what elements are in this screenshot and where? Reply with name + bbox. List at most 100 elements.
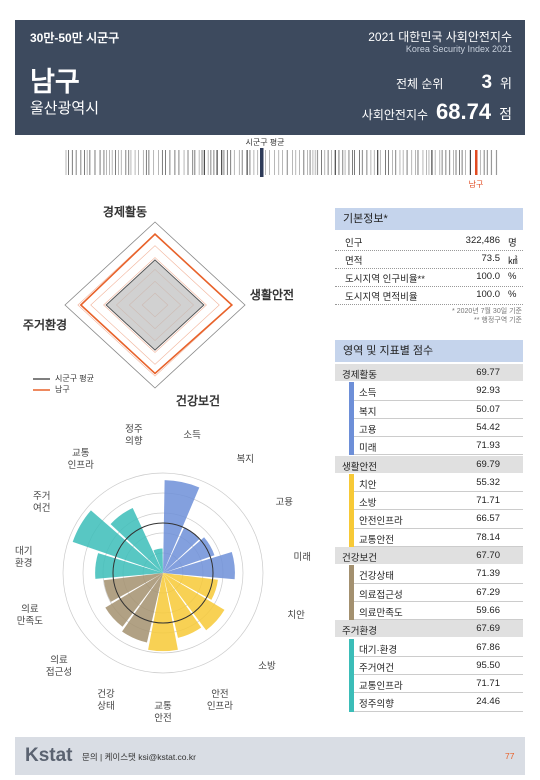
indicator-name: 고용 [359,424,377,436]
info-unit: % [508,289,517,300]
indicator-value: 67.86 [476,641,500,653]
indicator-row [354,474,523,493]
rose-label: 안전 인프라 [206,688,234,712]
indicator-row [354,584,523,602]
subtitle: Korea Security Index 2021 [405,44,512,54]
rose-sector [163,527,200,573]
info-row [335,286,523,305]
group-name: 건강보건 [342,553,377,564]
info-row [335,250,523,269]
info-unit: % [508,271,517,282]
indicator-row [354,693,523,712]
self-label: 남구 [468,180,484,189]
indicator-row [354,529,523,547]
rose-label: 복지 [236,453,255,465]
rose-ring [62,472,264,674]
rank-row: 전체 순위 3 위 [396,72,512,94]
index-label: 사회안전지수 [361,108,429,122]
index: 68.74 [436,99,492,124]
indicator-name: 의료만족도 [359,607,403,619]
logo: Kstat [25,745,73,766]
indicator-row [354,565,523,584]
contact: 문의 | 케이스탯 ksi@kstat.co.kr [82,752,196,762]
group-row [335,364,523,382]
info-note: ** 행정구역 기준 [474,317,522,324]
info-note: * 2020년 7월 30일 기준 [452,308,522,315]
info-row [335,232,523,251]
info-label: 면적 [345,256,363,267]
group-name: 주거환경 [342,626,377,638]
indicator-row [354,401,523,419]
avg-marker [260,148,264,177]
indicator-name: 복지 [359,406,377,418]
avg-label: 시군구 평균 [245,138,285,147]
radar-area [105,259,205,351]
rose-sector [163,573,202,638]
self-marker [475,150,478,175]
group-score: 67.69 [476,623,500,635]
radar-axis-label: 건강보건 [176,393,220,408]
indicator-name: 주거여건 [359,662,394,674]
indicator-bar [349,583,354,602]
group-name: 생활안전 [342,461,377,473]
indicator-name: 미래 [359,443,377,455]
info-unit: ㎢ [508,256,518,267]
header-box [15,20,525,135]
radar-area [79,233,234,375]
province: 울산광역시 [30,100,100,117]
indicator-bar [349,656,354,676]
indicator-value: 66.57 [476,513,500,525]
group-score: 69.79 [476,458,500,470]
rose-sector [153,548,163,573]
rose-sector [122,573,163,643]
indicator-bar [349,675,354,694]
info-label: 도시지역 면적비율 [345,292,418,303]
radar-axis-label: 주거환경 [23,317,67,332]
indicator-name: 건강상태 [359,571,394,583]
title: 2021 대한민국 사회안전지수 [368,30,512,44]
info-value: 73.5 [481,253,501,264]
rose-sector [110,508,163,573]
indicator-row [354,675,523,694]
indicator-row [354,602,523,621]
group-name: 경제활동 [342,370,377,381]
radar-axis-label: 경제활동 [103,204,147,219]
rose-label: 미래 [293,552,311,564]
indicator-row [354,492,523,511]
indicator-bar [349,565,354,584]
indicator-value: 71.71 [476,495,500,507]
info-value: 322,486 [465,235,500,246]
rose-label: 치안 [287,610,305,622]
rank-unit: 위 [500,76,512,91]
indicator-name: 안전인프라 [359,516,403,528]
indicator-value: 67.29 [476,586,500,598]
indicator-bar [349,638,354,657]
radar-axis-label: 생활안전 [250,287,294,302]
basic-info-header: 기본정보* [335,208,523,230]
indicator-value: 55.32 [476,476,500,488]
indicator-value: 50.07 [476,403,500,415]
indicator-bar [349,473,354,493]
rank: 3 [481,72,493,93]
indicator-bar [349,437,354,456]
info-row [335,268,523,287]
info-unit: 명 [508,238,517,249]
indicator-bar [349,382,354,401]
rose-sector [105,573,163,627]
indicator-value: 24.46 [476,696,500,708]
indicator-bar [349,492,354,511]
rose-label: 정주 의향 [125,424,143,448]
rose-sector [103,573,163,602]
rose-label: 주거 여건 [33,491,51,514]
rose-sector [163,573,218,600]
radar-ring [90,245,220,365]
indicator-row [354,382,523,401]
category: 30만-50만 시군구 [30,31,120,45]
rose-label: 대기 환경 [15,546,33,570]
radar-ring [103,257,207,353]
indicator-value: 95.50 [476,659,500,671]
rose-center-ring [112,522,214,624]
indicator-bar [349,528,354,547]
